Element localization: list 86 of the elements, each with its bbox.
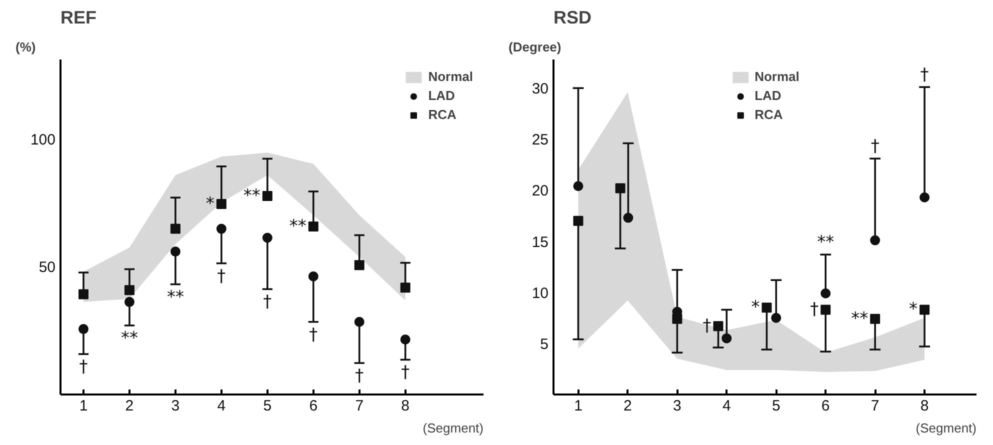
point <box>216 198 226 209</box>
annotation: ** <box>243 186 260 206</box>
point <box>124 296 134 307</box>
annotation: * <box>909 300 918 320</box>
legend-label: RCA <box>428 107 456 122</box>
x-tick-label: 6 <box>821 398 830 414</box>
x-tick-label: 6 <box>309 398 318 414</box>
annotation: ** <box>289 216 306 236</box>
point <box>400 282 410 293</box>
annotation: * <box>206 194 214 214</box>
x-tick-label: 5 <box>263 398 272 414</box>
point <box>170 246 180 257</box>
annotation: † <box>920 65 930 86</box>
legend-label: Normal <box>428 69 473 84</box>
x-tick-label: 8 <box>920 398 929 414</box>
x-tick-label: 7 <box>355 398 364 414</box>
x-tick-label: 3 <box>171 398 180 414</box>
point <box>920 192 930 202</box>
y-tick-label: 100 <box>30 131 56 148</box>
x-tick-label: 8 <box>401 398 410 414</box>
point <box>216 224 226 234</box>
point <box>573 216 584 226</box>
point <box>615 183 626 194</box>
annotation: † <box>401 362 410 383</box>
annotation: * <box>751 298 760 318</box>
annotation: ** <box>166 287 184 308</box>
annotation: † <box>79 357 88 378</box>
point <box>713 321 724 332</box>
point <box>400 334 410 345</box>
point <box>870 235 880 246</box>
point <box>262 191 272 202</box>
point <box>672 314 682 324</box>
point <box>78 324 88 334</box>
annotation: † <box>870 136 880 157</box>
annotation: † <box>263 292 272 312</box>
point <box>170 224 180 234</box>
point <box>870 314 880 324</box>
y-tick-label: 15 <box>532 234 549 251</box>
chart-title: REF <box>60 8 97 28</box>
x-tick-label: 4 <box>722 398 731 414</box>
y-tick-label: 10 <box>532 284 549 302</box>
y-tick-label: 50 <box>38 259 56 276</box>
x-tick-label: 7 <box>870 398 880 414</box>
y-tick-label: 5 <box>540 336 548 353</box>
y-axis-title: (%) <box>16 40 36 54</box>
point <box>762 302 772 313</box>
annotation: † <box>810 300 820 320</box>
y-tick-label: 20 <box>532 182 549 200</box>
annotation: † <box>355 366 364 386</box>
x-tick-label: 1 <box>79 398 88 414</box>
annotation: † <box>702 316 712 336</box>
y-tick-label: 30 <box>532 80 549 98</box>
point <box>124 285 134 296</box>
legend-label: LAD <box>754 88 782 103</box>
point <box>771 312 782 323</box>
y-tick-label: 25 <box>532 132 549 149</box>
point <box>820 288 831 298</box>
x-tick-label: 2 <box>624 398 632 414</box>
chart-title: RSD <box>554 8 592 28</box>
point <box>573 181 584 192</box>
x-axis-title: (Segment) <box>916 420 977 436</box>
x-axis-title: (Segment) <box>422 420 484 436</box>
y-axis-title: (Degree) <box>508 40 562 54</box>
legend-label: Normal <box>754 69 800 84</box>
x-tick-label: 2 <box>125 398 134 414</box>
x-tick-label: 3 <box>673 398 682 414</box>
annotation: † <box>217 266 226 286</box>
point <box>308 221 318 232</box>
point <box>262 232 272 243</box>
point <box>623 212 634 223</box>
legend-label: LAD <box>428 88 455 103</box>
legend-label: RCA <box>754 107 783 122</box>
annotation: ** <box>120 328 138 348</box>
point <box>920 304 930 315</box>
point <box>820 304 831 315</box>
point <box>78 289 88 300</box>
point <box>354 316 364 327</box>
annotation: ** <box>851 308 868 329</box>
point <box>722 333 732 344</box>
x-tick-label: 5 <box>772 398 780 414</box>
point <box>308 271 318 282</box>
x-tick-label: 1 <box>574 398 582 414</box>
annotation: ** <box>817 232 834 253</box>
annotation: † <box>309 324 318 345</box>
x-tick-label: 4 <box>217 398 226 414</box>
point <box>354 260 364 270</box>
